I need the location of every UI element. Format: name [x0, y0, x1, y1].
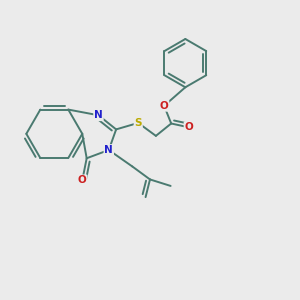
Text: N: N: [94, 110, 103, 120]
Text: O: O: [78, 175, 87, 185]
Text: N: N: [104, 145, 113, 155]
Text: O: O: [160, 101, 169, 111]
Text: O: O: [184, 122, 193, 132]
Text: S: S: [134, 118, 142, 128]
